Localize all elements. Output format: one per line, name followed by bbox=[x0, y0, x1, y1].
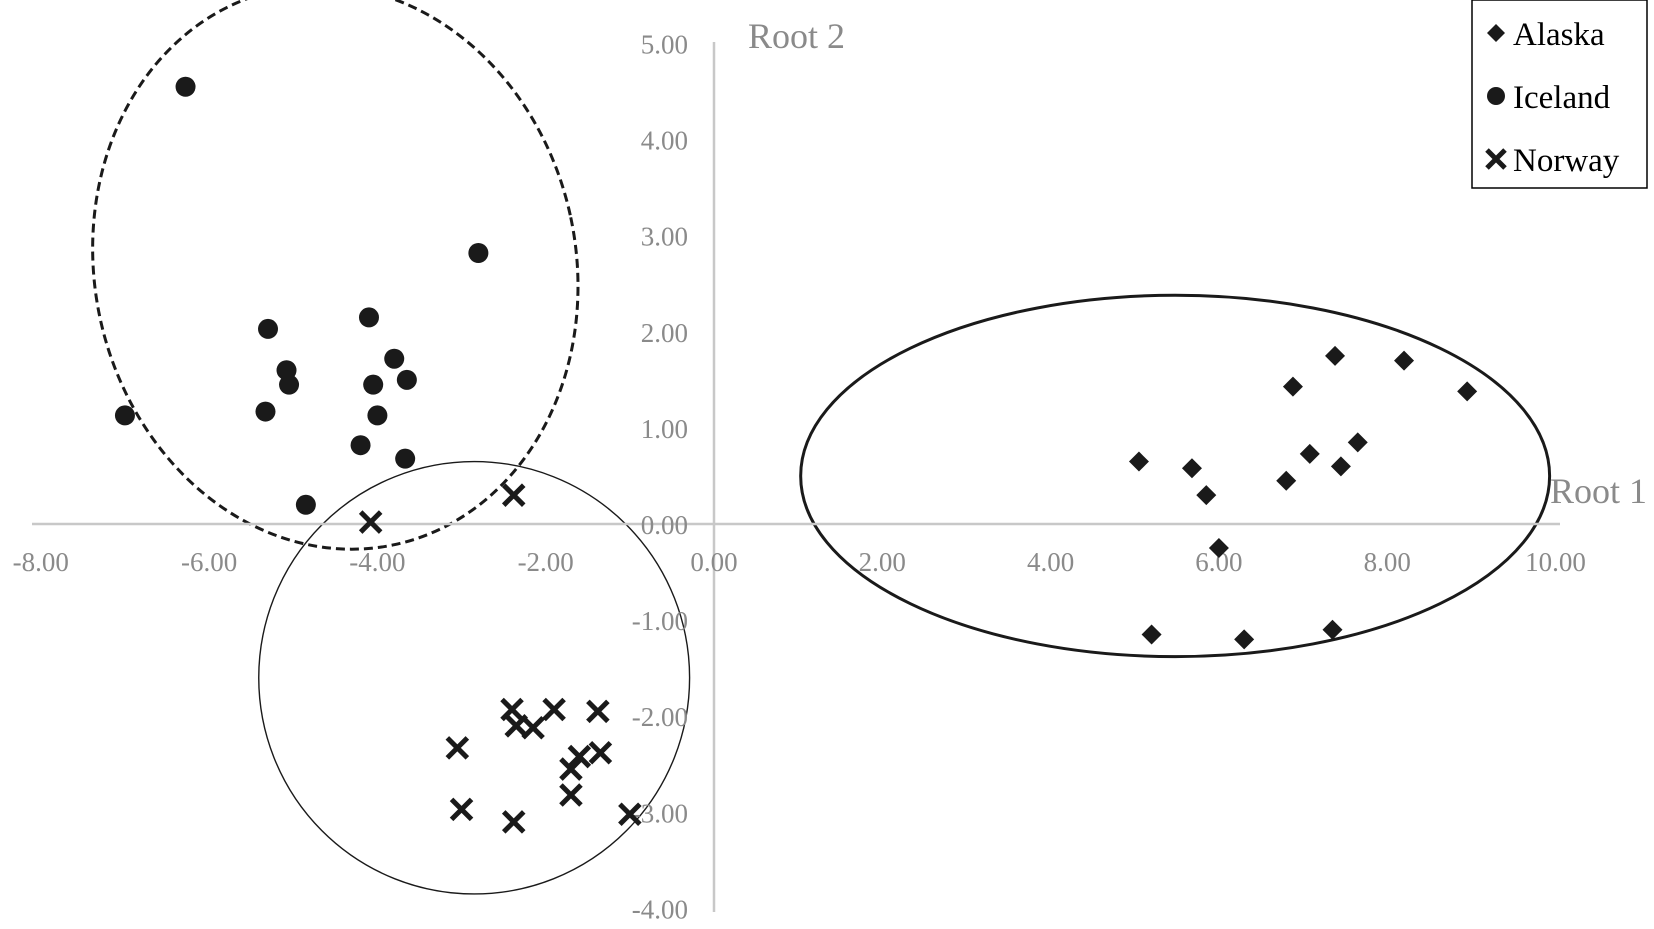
legend-item-alaska: Alaska bbox=[1487, 17, 1605, 53]
alaska-point bbox=[1457, 381, 1478, 402]
norway-point bbox=[567, 744, 592, 769]
norway-point bbox=[501, 483, 526, 507]
y-tick-label: 3.00 bbox=[641, 222, 688, 252]
norway-point bbox=[445, 736, 470, 760]
cluster-ellipse-2 bbox=[258, 460, 691, 895]
alaska-point bbox=[1347, 432, 1368, 453]
iceland-point bbox=[468, 242, 489, 263]
iceland-point bbox=[175, 76, 196, 97]
x-axis-title: Root 1 bbox=[1550, 471, 1647, 511]
norway-point bbox=[559, 757, 583, 781]
legend-label: Alaska bbox=[1513, 17, 1605, 53]
legend-marker-norway bbox=[1485, 148, 1507, 170]
alaska-point bbox=[1196, 485, 1217, 506]
x-tick-label: 4.00 bbox=[1027, 547, 1074, 577]
x-tick-label: -8.00 bbox=[13, 547, 69, 577]
norway-point bbox=[559, 783, 583, 807]
x-tick-label: -2.00 bbox=[518, 547, 574, 577]
alaska-point bbox=[1282, 376, 1303, 397]
y-tick-label: -2.00 bbox=[632, 702, 688, 732]
legend-label: Iceland bbox=[1513, 80, 1611, 116]
iceland-point bbox=[350, 435, 371, 456]
x-tick-labels: -8.00 -6.00 -4.00 -2.00 0.00 2.00 4.00 6.00 8.00… bbox=[13, 547, 1586, 577]
legend-item-iceland: Iceland bbox=[1487, 80, 1611, 116]
iceland-point bbox=[384, 348, 405, 369]
norway-point bbox=[588, 740, 613, 765]
iceland-point bbox=[367, 405, 388, 426]
legend-marker-iceland bbox=[1487, 87, 1505, 105]
y-tick-label: -4.00 bbox=[632, 894, 688, 924]
legend-marker-alaska bbox=[1487, 24, 1505, 42]
iceland-point bbox=[295, 494, 316, 515]
legend: Alaska Iceland Norway bbox=[1471, 0, 1648, 189]
alaska-point bbox=[1330, 456, 1351, 477]
norway-point bbox=[586, 699, 610, 724]
norway-point bbox=[449, 797, 474, 822]
alaska-point bbox=[1141, 624, 1162, 645]
x-tick-label: 8.00 bbox=[1364, 547, 1411, 577]
series-norway bbox=[358, 483, 642, 834]
iceland-point bbox=[358, 307, 379, 328]
alaska-point bbox=[1394, 350, 1415, 371]
x-tick-label: -6.00 bbox=[181, 547, 237, 577]
iceland-point bbox=[396, 369, 417, 390]
cluster-ellipse-1 bbox=[91, 0, 580, 551]
alaska-point bbox=[1181, 458, 1202, 479]
y-tick-label: -1.00 bbox=[632, 606, 688, 636]
y-tick-label: 2.00 bbox=[641, 318, 688, 348]
legend-label: Norway bbox=[1513, 143, 1620, 179]
alaska-point bbox=[1234, 629, 1255, 650]
series-iceland bbox=[114, 76, 489, 515]
alaska-point bbox=[1208, 538, 1229, 559]
iceland-point bbox=[363, 374, 384, 395]
x-tick-label: 10.00 bbox=[1525, 547, 1586, 577]
alaska-point bbox=[1325, 345, 1346, 366]
alaska-point bbox=[1299, 443, 1320, 464]
norway-point bbox=[618, 802, 642, 826]
iceland-point bbox=[114, 405, 135, 426]
y-tick-label: 1.00 bbox=[641, 414, 688, 444]
y-tick-label: 4.00 bbox=[641, 126, 688, 156]
y-tick-label: -3.00 bbox=[632, 798, 688, 828]
norway-point bbox=[501, 810, 526, 834]
iceland-point bbox=[279, 374, 300, 395]
legend-items: Alaska Iceland Norway bbox=[1485, 17, 1620, 179]
cluster-ellipse-3 bbox=[799, 293, 1552, 659]
y-tick-labels: 5.00 4.00 3.00 2.00 1.00 0.00 -1.00 -2.00 -3.00 -… bbox=[632, 30, 688, 925]
iceland-point bbox=[395, 448, 416, 469]
series-alaska bbox=[1128, 345, 1478, 650]
y-tick-label: 5.00 bbox=[641, 30, 688, 60]
x-tick-label: -4.00 bbox=[349, 547, 405, 577]
norway-point bbox=[542, 697, 566, 722]
alaska-point bbox=[1128, 451, 1149, 472]
y-axis-title: Root 2 bbox=[748, 16, 845, 56]
alaska-point bbox=[1322, 619, 1343, 640]
legend-item-norway: Norway bbox=[1485, 143, 1620, 179]
axes bbox=[32, 42, 1560, 912]
y-tick-label: 0.00 bbox=[641, 510, 688, 540]
iceland-point bbox=[255, 401, 276, 422]
norway-point bbox=[521, 715, 545, 740]
alaska-point bbox=[1276, 470, 1297, 491]
data-points bbox=[114, 76, 1478, 834]
cluster-ellipses bbox=[91, 0, 1552, 895]
iceland-point bbox=[258, 318, 279, 339]
norway-point bbox=[358, 510, 383, 534]
x-tick-label: 2.00 bbox=[859, 547, 906, 577]
norway-point bbox=[500, 697, 524, 722]
x-tick-label: 0.00 bbox=[690, 547, 737, 577]
